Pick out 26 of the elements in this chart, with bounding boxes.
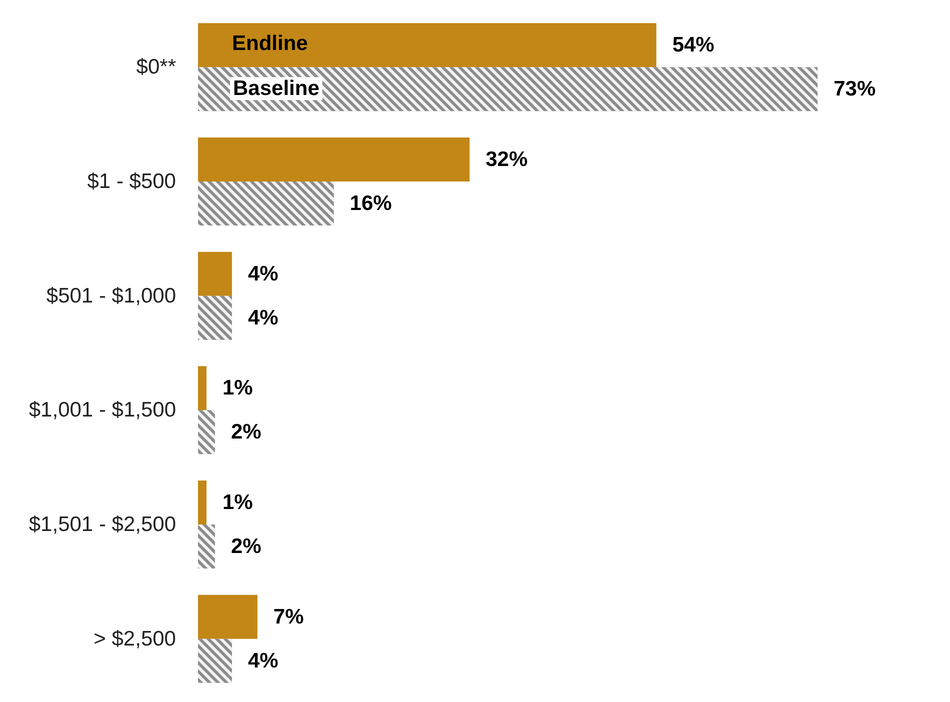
- series-label: Endline: [232, 32, 308, 56]
- data-label: 2%: [230, 420, 262, 444]
- y-tick-label: $1 - $500: [87, 170, 176, 193]
- bar: [198, 366, 206, 410]
- data-label: 4%: [248, 649, 279, 672]
- bar: [198, 23, 656, 68]
- bar: [198, 594, 258, 639]
- y-tick-label: $501 - $1,000: [46, 284, 176, 308]
- bar: [198, 252, 232, 296]
- bar: [198, 480, 206, 524]
- data-label: 4%: [248, 262, 279, 286]
- y-tick-label: > $2,500: [94, 627, 176, 650]
- y-tick-label: $1,501 - $2,500: [28, 513, 176, 536]
- data-label: 73%: [834, 78, 876, 101]
- data-label: 1%: [222, 491, 254, 514]
- bar: [198, 138, 470, 182]
- data-label: 1%: [222, 376, 254, 400]
- y-tick-label: $1,001 - $1,500: [28, 398, 176, 422]
- data-label: 54%: [672, 34, 715, 57]
- data-label: 16%: [350, 192, 392, 215]
- y-tick-label: $0**: [136, 56, 176, 79]
- data-label: 7%: [273, 605, 304, 628]
- data-label: 2%: [230, 535, 262, 558]
- data-label: 32%: [486, 148, 528, 171]
- series-label: Baseline: [233, 77, 320, 100]
- data-label: 4%: [248, 306, 279, 330]
